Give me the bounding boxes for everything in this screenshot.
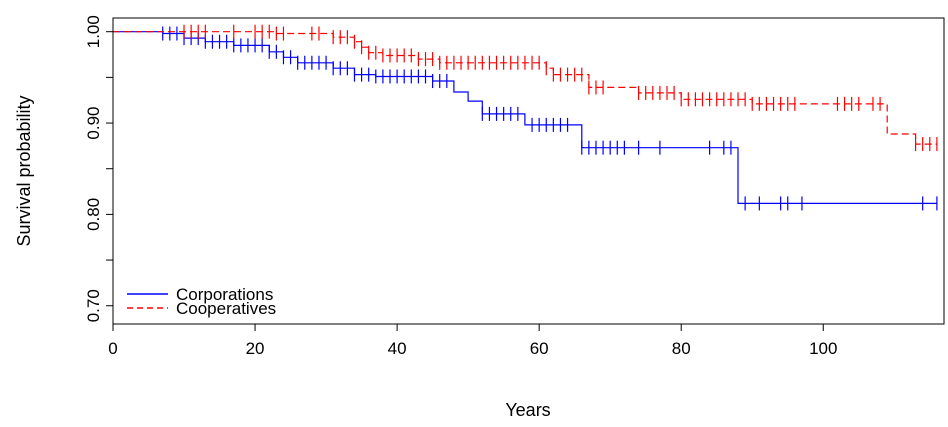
x-tick-label: 0	[108, 339, 117, 358]
y-axis-title: Survival probability	[14, 95, 34, 246]
series-layer	[113, 24, 938, 211]
y-axis: 0.70 0.80 0.90 1.00	[84, 15, 114, 322]
legend-label-cooperatives: Cooperatives	[176, 299, 276, 318]
y-tick-label: 0.70	[84, 289, 103, 322]
y-tick-label: 1.00	[84, 15, 103, 48]
x-tick-label: 60	[530, 339, 549, 358]
x-axis-title: Years	[505, 400, 550, 420]
x-axis: 0 20 40 60 80 100	[108, 323, 837, 358]
x-tick-label: 20	[246, 339, 265, 358]
x-tick-label: 80	[672, 339, 691, 358]
y-tick-label: 0.90	[84, 106, 103, 139]
legend: Corporations Cooperatives	[127, 285, 276, 318]
y-tick-label: 0.80	[84, 198, 103, 231]
legend-label-corporations: Corporations	[176, 285, 273, 304]
x-tick-label: 40	[388, 339, 407, 358]
x-tick-label: 100	[809, 339, 837, 358]
series-cooperatives	[113, 24, 938, 152]
